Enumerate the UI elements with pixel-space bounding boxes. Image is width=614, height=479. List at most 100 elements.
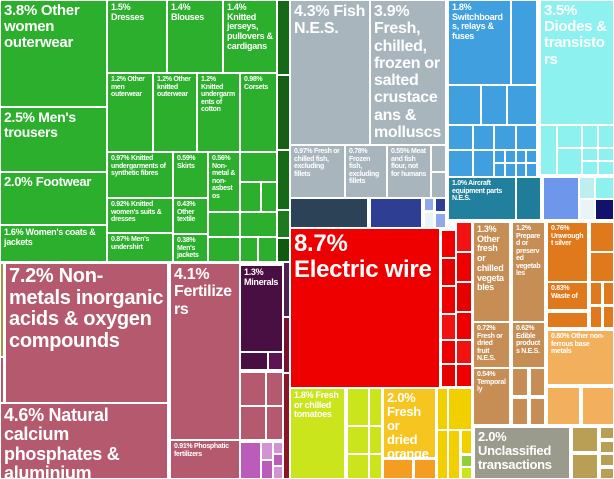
treemap-tile-filler[interactable]: [598, 125, 614, 148]
treemap-tile-3-5-diodes-transistors[interactable]: 3.5% Diodes & transistors: [540, 0, 614, 125]
treemap-tile-0-97-knitted-undergarments-of-synthetic-[interactable]: 0.97% Knitted undergarments of synthetic…: [107, 152, 173, 198]
treemap-tile-filler[interactable]: [494, 150, 505, 163]
treemap-tile-filler[interactable]: [600, 427, 614, 439]
treemap-tile-filler[interactable]: [505, 163, 516, 177]
treemap-tile-filler[interactable]: [431, 145, 446, 172]
treemap-tile-filler[interactable]: [369, 426, 382, 454]
treemap-tile-1-4-knitted-jerseys-pullovers-cardigans[interactable]: 1.4% Knitted jerseys, pullovers & cardig…: [223, 0, 277, 73]
treemap-tile-filler[interactable]: [572, 427, 598, 452]
treemap-tile-filler[interactable]: [590, 252, 614, 282]
treemap-tile-filler[interactable]: [448, 150, 473, 177]
treemap-tile-filler[interactable]: [414, 459, 436, 479]
treemap-tile-filler[interactable]: [240, 372, 266, 406]
treemap-tile-filler[interactable]: [383, 459, 413, 479]
treemap-tile-2-0-fresh-or-dried-oranges-m-arines[interactable]: 2.0% Fresh or dried oranges & m&arines: [383, 388, 436, 458]
treemap-tile-filler[interactable]: [424, 198, 434, 211]
treemap-tile-filler[interactable]: [441, 286, 456, 314]
treemap-tile-filler[interactable]: [240, 237, 258, 262]
treemap-tile-filler[interactable]: [603, 306, 614, 328]
treemap-tile-0-78-frozen-fish-excluding-fillets[interactable]: 0.78% Frozen fish, excluding fillets: [345, 145, 387, 198]
treemap-tile-filler[interactable]: [369, 454, 382, 479]
treemap-tile-4-1-fertilizers[interactable]: 4.1% Fertilizers: [170, 263, 240, 440]
treemap-tile-filler[interactable]: [266, 372, 283, 406]
treemap-tile-filler[interactable]: [240, 182, 261, 212]
treemap-tile-filler[interactable]: [456, 222, 472, 252]
treemap-tile-filler[interactable]: [240, 442, 261, 479]
treemap-tile-0-62-edible-products-n-e-s[interactable]: 0.62% Edible products N.E.S.: [512, 322, 545, 368]
treemap-tile-filler[interactable]: [273, 442, 283, 454]
treemap-tile-filler[interactable]: [258, 237, 277, 262]
treemap-tile-0-83-waste-of[interactable]: 0.83% Waste of: [547, 282, 588, 310]
treemap-tile-3-8-other-women-outerwear[interactable]: 3.8% Other women outerwear: [0, 0, 107, 107]
treemap-tile-filler[interactable]: [431, 172, 446, 198]
treemap-tile-filler[interactable]: [572, 454, 598, 479]
treemap-tile-filler[interactable]: [526, 163, 537, 177]
treemap-tile-filler[interactable]: [456, 252, 472, 282]
treemap-tile-filler[interactable]: [456, 340, 472, 364]
treemap-tile-filler[interactable]: [590, 306, 602, 328]
treemap-tile-filler[interactable]: [547, 387, 580, 425]
treemap-tile-1-2-other-men-outerwear[interactable]: 1.2% Other men outerwear: [107, 73, 153, 152]
treemap-tile-filler[interactable]: [505, 150, 516, 163]
treemap-tile-filler[interactable]: [461, 467, 472, 479]
treemap-tile-filler[interactable]: [516, 125, 537, 150]
treemap-tile-filler[interactable]: [543, 177, 579, 220]
treemap-tile-filler[interactable]: [448, 85, 481, 125]
treemap-tile-filler[interactable]: [283, 262, 290, 317]
treemap-tile-0-56-non-metal-non-asbestos[interactable]: 0.56% Non-metal & non-asbestos: [208, 152, 240, 212]
treemap-tile-0-91-phosphatic-fertilizers[interactable]: 0.91% Phosphatic fertilizers: [170, 440, 240, 479]
treemap-tile-0-59-skirts[interactable]: 0.59% Skirts: [173, 152, 208, 198]
treemap-tile-filler[interactable]: [347, 388, 369, 426]
treemap-tile-filler[interactable]: [516, 163, 526, 177]
treemap-tile-filler[interactable]: [370, 198, 422, 228]
treemap-tile-filler[interactable]: [456, 312, 472, 340]
treemap-tile-1-4-blouses[interactable]: 1.4% Blouses: [167, 0, 223, 73]
treemap-tile-filler[interactable]: [437, 388, 448, 430]
treemap-tile-filler[interactable]: [441, 230, 456, 258]
treemap-tile-filler[interactable]: [603, 282, 614, 305]
treemap-tile-filler[interactable]: [579, 199, 595, 220]
treemap-tile-filler[interactable]: [208, 237, 240, 262]
treemap-tile-2-5-men-s-trousers[interactable]: 2.5% Men's trousers: [0, 107, 107, 172]
treemap-tile-filler[interactable]: [261, 460, 273, 479]
treemap-tile-filler[interactable]: [590, 282, 602, 305]
treemap-tile-filler[interactable]: [0, 357, 4, 403]
treemap-tile-1-2-prepared-or-preserved-vegetables[interactable]: 1.2% Prepared or preserved vegetables: [512, 222, 545, 322]
treemap-tile-filler[interactable]: [441, 314, 456, 340]
treemap-tile-1-6-women-s-coats-jackets[interactable]: 1.6% Women's coats & jackets: [0, 225, 107, 262]
treemap-tile-filler[interactable]: [240, 152, 277, 182]
treemap-tile-2-0-footwear[interactable]: 2.0% Footwear: [0, 172, 107, 225]
treemap-tile-0-80-other-non-ferrous-base-metals[interactable]: 0.80% Other non-ferrous base metals: [547, 330, 614, 385]
treemap-tile-filler[interactable]: [240, 406, 266, 440]
treemap-tile-filler[interactable]: [448, 430, 460, 479]
treemap-tile-filler[interactable]: [424, 212, 434, 228]
treemap-tile-filler[interactable]: [208, 212, 240, 237]
treemap-tile-filler[interactable]: [582, 125, 598, 148]
treemap-tile-filler[interactable]: [277, 75, 290, 150]
treemap-tile-filler[interactable]: [456, 364, 472, 387]
treemap-tile-0-54-temporally[interactable]: 0.54% Temporally: [473, 368, 510, 425]
treemap-tile-1-2-other-knitted-outerwear[interactable]: 1.2% Other knitted outerwear: [153, 73, 197, 152]
treemap-tile-1-0-aircraft-equipment-parts-n-e-s[interactable]: 1.0% Aircraft equipment parts N.E.S.: [448, 177, 516, 220]
treemap-tile-filler[interactable]: [283, 317, 290, 373]
treemap-tile-filler[interactable]: [448, 388, 472, 430]
treemap-tile-filler[interactable]: [461, 430, 472, 454]
treemap-tile-filler[interactable]: [557, 148, 582, 175]
treemap-tile-filler[interactable]: [290, 198, 368, 228]
treemap-tile-filler[interactable]: [435, 213, 446, 228]
treemap-tile-1-3-other-fresh-or-chilled-vegetables[interactable]: 1.3% Other fresh or chilled vegetables: [473, 222, 510, 322]
treemap-tile-4-6-natural-calcium-phosphates-aluminium[interactable]: 4.6% Natural calcium phosphates & alumin…: [0, 403, 168, 479]
treemap-tile-0-92-knitted-women-s-suits-dresses[interactable]: 0.92% Knitted women's suits & dresses: [107, 198, 173, 233]
treemap-tile-4-3-fish-n-e-s[interactable]: 4.3% Fish N.E.S.: [290, 0, 370, 145]
treemap-tile-filler[interactable]: [441, 258, 456, 286]
treemap-tile-0-87-men-s-undershirt[interactable]: 0.87% Men's undershirt: [107, 233, 173, 262]
treemap-tile-0-76-unwrought-silver[interactable]: 0.76% Unwrought silver: [547, 222, 588, 282]
treemap-tile-3-9-fresh-chilled-frozen-or-salted-crust[interactable]: 3.9% Fresh, chilled, frozen or salted cr…: [370, 0, 446, 145]
treemap-tile-filler[interactable]: [511, 0, 537, 85]
treemap-tile-filler[interactable]: [456, 282, 472, 312]
treemap-tile-filler[interactable]: [277, 0, 290, 75]
treemap-tile-8-7-electric-wire[interactable]: 8.7% Electric wire: [290, 228, 440, 388]
treemap-tile-0-55-meat-and-fish-flour-not-for-humans[interactable]: 0.55% Meat and fish flour, not for human…: [387, 145, 431, 198]
treemap-tile-filler[interactable]: [261, 442, 273, 460]
treemap-tile-filler[interactable]: [283, 373, 290, 479]
